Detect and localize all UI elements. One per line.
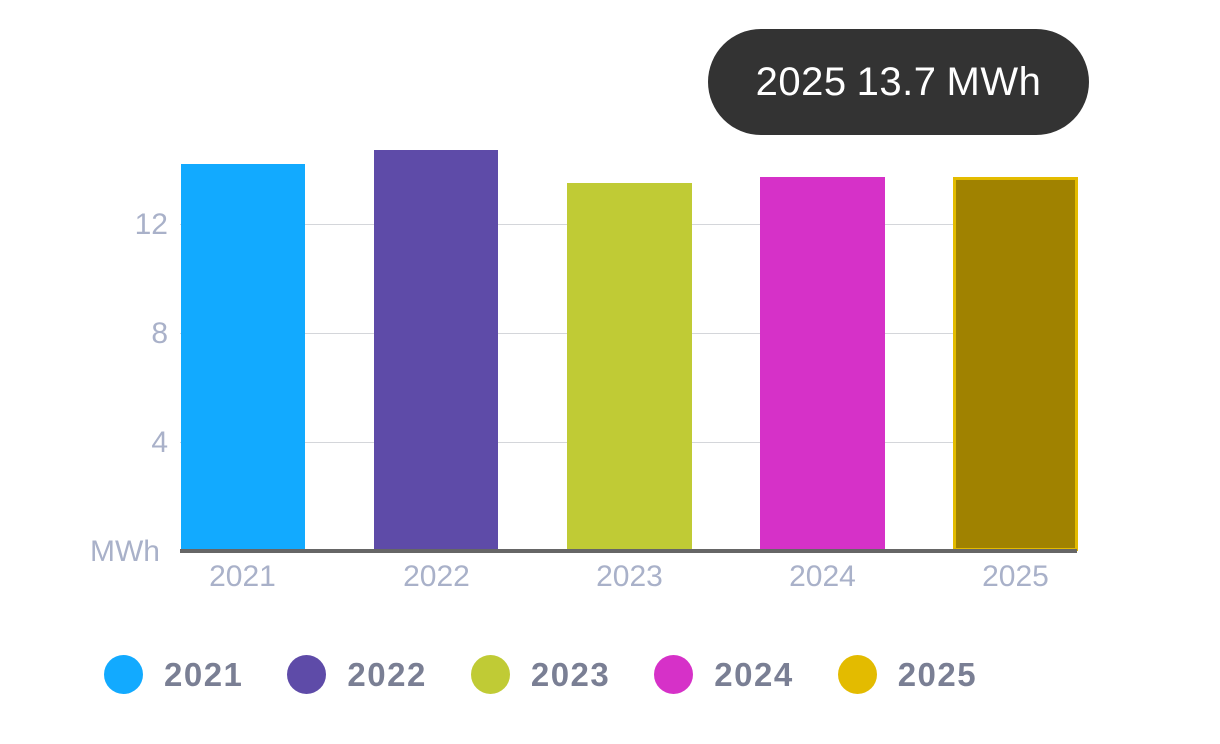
tooltip: 2025 13.7 MWh [708,29,1089,135]
legend-dot-icon [470,655,510,694]
y-tick-12: 12 [134,208,168,241]
x-tick-2025: 2025 [982,560,1049,593]
tooltip-unit: MWh [946,59,1042,104]
bar-2021[interactable] [181,164,305,551]
legend-item-2024[interactable]: 2024 [654,655,793,694]
tooltip-value: 13.7 [856,59,937,104]
legend-label: 2022 [347,655,427,693]
legend: 2021 2022 2023 2024 2025 [104,655,1021,694]
legend-item-2025[interactable]: 2025 [837,655,978,694]
legend-dot-icon [837,655,877,694]
tooltip-year: 2025 [755,59,847,104]
y-tick-8: 8 [151,317,168,350]
bar-2022[interactable] [374,150,498,551]
y-tick-4: 4 [151,426,168,459]
legend-label: 2024 [714,655,794,693]
x-tick-2024: 2024 [789,560,856,593]
bar-2025[interactable] [953,177,1078,551]
x-tick-2021: 2021 [209,560,276,593]
legend-label: 2021 [164,655,244,693]
bar-2023[interactable] [567,183,692,551]
legend-item-2023[interactable]: 2023 [470,655,611,694]
legend-label: 2023 [530,655,611,693]
legend-item-2022[interactable]: 2022 [287,655,426,694]
legend-dot-icon [287,655,327,694]
bar-2024[interactable] [760,177,885,551]
legend-dot-icon [104,655,143,694]
legend-dot-icon [654,655,694,694]
x-axis-baseline [180,549,1077,553]
x-tick-2023: 2023 [596,560,663,593]
legend-item-2021[interactable]: 2021 [104,655,243,694]
x-tick-2022: 2022 [403,560,470,593]
y-axis-unit: MWh [90,535,160,568]
legend-label: 2025 [897,655,978,693]
